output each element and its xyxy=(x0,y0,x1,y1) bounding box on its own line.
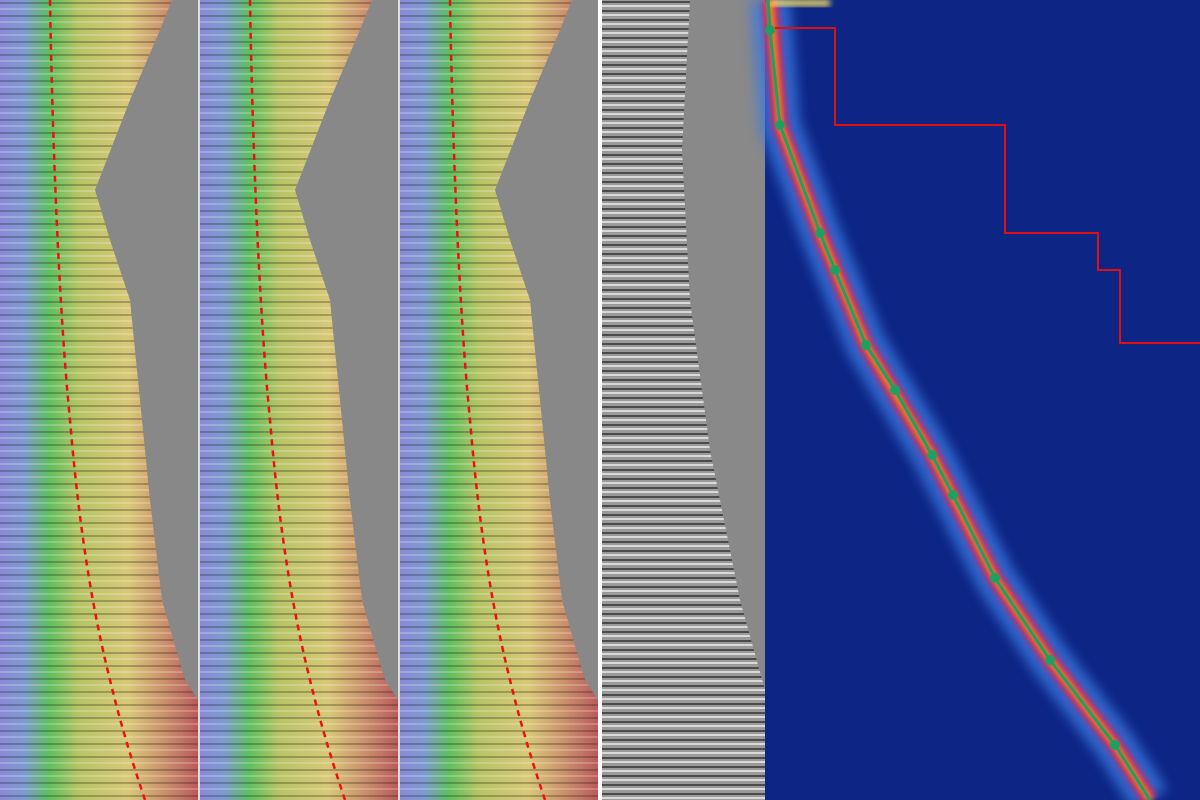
corrected-gather xyxy=(602,0,765,800)
separator xyxy=(598,0,602,800)
gather-3 xyxy=(398,0,600,800)
gather-2 xyxy=(198,0,400,800)
separator xyxy=(398,0,400,800)
separator xyxy=(198,0,200,800)
gather-1 xyxy=(0,0,200,800)
semblance-panel xyxy=(750,0,1200,800)
